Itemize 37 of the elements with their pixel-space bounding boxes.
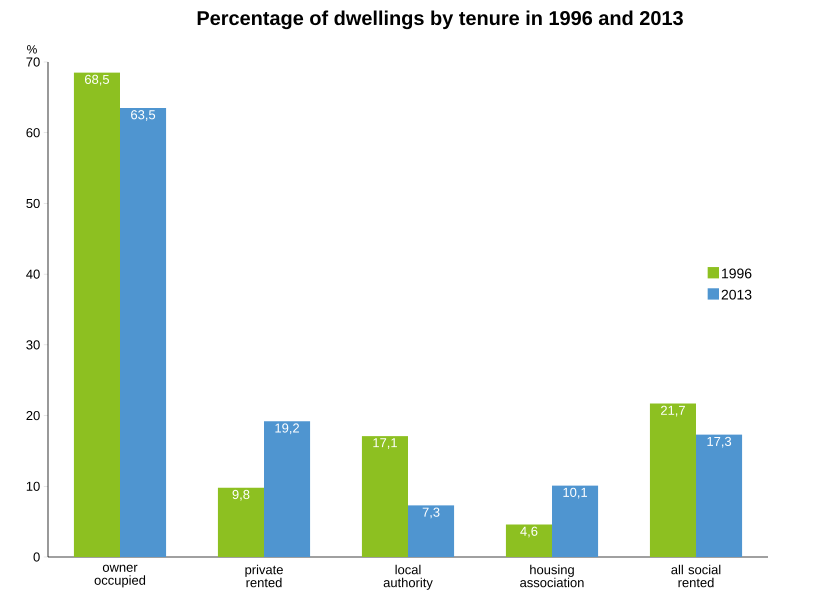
x-tick-label: housing association <box>520 564 584 588</box>
bar <box>408 505 454 557</box>
legend-label: 2013 <box>722 290 752 300</box>
x-tick-label: private rented <box>245 564 283 588</box>
y-tick-label: 20 <box>26 410 40 420</box>
bar <box>650 404 696 557</box>
data-label: 4,6 <box>520 526 538 538</box>
data-label: 21,7 <box>661 406 685 416</box>
bar <box>506 524 552 557</box>
bar <box>552 486 598 557</box>
data-label: 10,1 <box>563 488 588 498</box>
data-label: 9,8 <box>232 490 250 501</box>
bar <box>696 434 742 557</box>
y-tick-label: 30 <box>26 340 40 350</box>
y-tick-label: 60 <box>26 128 40 138</box>
bar <box>120 108 166 557</box>
x-tick-label: owner occupied <box>94 564 146 588</box>
data-label: 63,5 <box>131 110 156 121</box>
chart-title: Percentage of dwellings by tenure in 1996 and 2013 <box>198 10 683 30</box>
y-tick-label: 50 <box>26 198 40 208</box>
y-tick-label: 40 <box>26 270 40 279</box>
x-tick-label: all social rented <box>671 564 720 588</box>
y-tick-label: 0 <box>34 552 40 562</box>
y-tick-label: 70 <box>26 57 40 67</box>
data-label: 17,1 <box>373 438 397 449</box>
y-axis-title: % <box>27 45 37 54</box>
bar <box>362 436 408 557</box>
data-label: 19,2 <box>275 423 299 434</box>
data-label: 68,5 <box>85 74 110 86</box>
bar <box>74 72 120 557</box>
x-tick-label: local authority <box>384 564 433 590</box>
legend-label: 1996 <box>722 268 752 278</box>
y-tick-label: 10 <box>26 482 40 491</box>
bar <box>218 488 264 557</box>
bar <box>264 421 310 557</box>
data-label: 7,3 <box>422 508 440 518</box>
data-label: 17,3 <box>707 436 732 448</box>
